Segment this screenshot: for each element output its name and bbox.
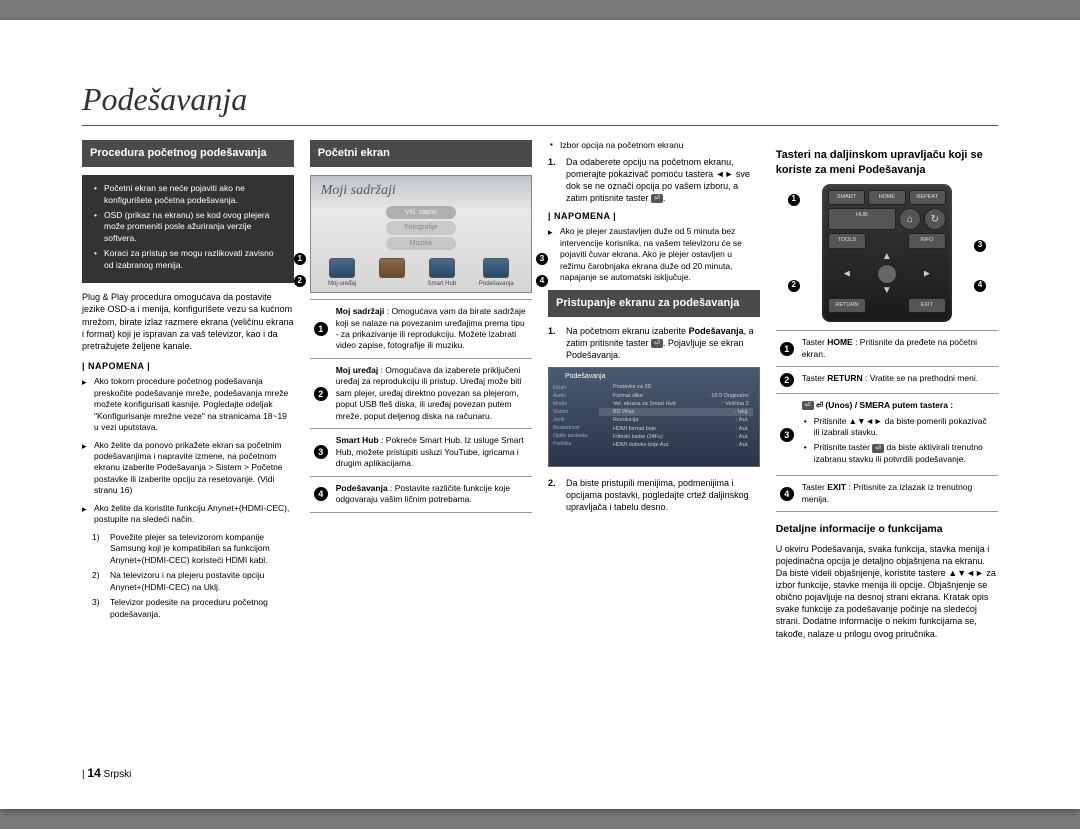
callout-1: 1	[294, 253, 306, 265]
table-row: 3 ⏎ ⏎ (Unos) / SMERA putem tastera : Pri…	[776, 394, 998, 476]
step-item: 1.Da odaberete opciju na početnom ekranu…	[548, 156, 760, 205]
note-bullet: Ako želite da ponovo prikažete ekran sa …	[82, 440, 294, 497]
remote-heading: Tasteri na daljinskom upravljaču koji se…	[776, 148, 998, 178]
remote-illustration: SMART HOME REPEAT HUB ⌂ ↻ TOOLS INFO	[822, 184, 952, 322]
note-item: Početni ekran se neće pojaviti ako ne ko…	[92, 183, 284, 206]
callout-3: 3	[974, 240, 986, 252]
ss-title: Moji sadržaji	[311, 176, 531, 207]
dark-note-box: Početni ekran se neće pojaviti ako ne ko…	[82, 175, 294, 283]
repeat-icon: ↻	[924, 208, 946, 230]
section-header-home: Početni ekran	[310, 140, 532, 167]
detail-heading: Detaljne informacije o funkcijama	[776, 522, 998, 536]
section-header-procedure: Procedura početnog podešavanja	[82, 140, 294, 167]
remote-desc-table: 1Taster HOME : Pritisnite da pređete na …	[776, 330, 998, 512]
paragraph: U okviru Podešavanja, svaka funkcija, st…	[776, 543, 998, 640]
note-bullet: Ako je plejer zaustavljen duže od 5 minu…	[548, 226, 760, 283]
callout-4: 4	[536, 275, 548, 287]
table-row: 2Moj uređaj : Omogućava da izaberete pri…	[310, 358, 532, 428]
note-bullet: Ako tokom procedure početnog podešavanja…	[82, 376, 294, 433]
paragraph: Plug & Play procedura omogućava da posta…	[82, 291, 294, 352]
table-row: 2Taster RETURN : Vratite se na prethodni…	[776, 367, 998, 394]
ss-center-menu: Vid. zapisi Fotografije Muzika	[386, 204, 456, 252]
callout-2: 2	[788, 280, 800, 292]
note-item: Koraci za pristup se mogu razlikovati za…	[92, 248, 284, 271]
home-screenshot: Moji sadržaji Vid. zapisi Fotografije Mu…	[310, 175, 532, 293]
column-3: Izbor opcija na početnom ekranu 1.Da oda…	[548, 140, 760, 647]
callout-1: 1	[788, 194, 800, 206]
napomena-label: | NAPOMENA |	[82, 360, 294, 372]
title-rule	[82, 125, 998, 126]
step-item: 1)Povežite plejer sa televizorom kompani…	[92, 532, 294, 566]
enter-button	[877, 264, 897, 284]
enter-icon: ⏎	[651, 339, 663, 348]
note-bullet: Ako želite da koristite funkciju Anynet+…	[82, 503, 294, 526]
home-icon: ⌂	[899, 208, 921, 230]
column-1: Procedura početnog podešavanja Početni e…	[82, 140, 294, 647]
section-header-access: Pristupanje ekranu za podešavanja	[548, 290, 760, 317]
step-item: 2.Da biste pristupili menijima, podmenij…	[548, 477, 760, 513]
bullet: Pritisnite taster ⏎ da biste aktivirali …	[802, 442, 994, 465]
page-title: Podešavanja	[82, 78, 998, 121]
table-row: 3Smart Hub : Pokreće Smart Hub. Iz uslug…	[310, 429, 532, 476]
column-4: Tasteri na daljinskom upravljaču koji se…	[776, 140, 998, 647]
note-item: OSD (prikaz na ekranu) se kod ovog pleje…	[92, 210, 284, 244]
step-item: 1. Na početnom ekranu izaberite Podešava…	[548, 325, 760, 361]
table-row: 1Taster HOME : Pritisnite da pređete na …	[776, 331, 998, 367]
home-desc-table: 1Moj sadržaji : Omogućava vam da birate …	[310, 299, 532, 513]
step-item: 3)Televizor podesite na proceduru početn…	[92, 597, 294, 620]
callout-3: 3	[536, 253, 548, 265]
enter-icon: ⏎	[802, 401, 814, 410]
bullet: Pritisnite ▲▼◄► da biste pomerili pokazi…	[802, 416, 994, 439]
column-2: Početni ekran Moji sadržaji Vid. zapisi …	[310, 140, 532, 647]
manual-page: Podešavanja Procedura početnog podešavan…	[0, 20, 1080, 809]
callout-2: 2	[294, 275, 306, 287]
settings-screenshot: Podešavanja EkranAudioMrežaSistem JezikB…	[548, 367, 760, 467]
sq-item: Izbor opcija na početnom ekranu	[548, 140, 760, 151]
callout-4: 4	[974, 280, 986, 292]
enter-icon: ⏎	[651, 194, 663, 203]
enter-icon: ⏎	[872, 444, 884, 453]
step-item: 2)Na televizoru i na plejeru postavite o…	[92, 570, 294, 593]
table-row: 4Taster EXIT : Pritisnite za izlazak iz …	[776, 476, 998, 512]
napomena-label: | NAPOMENA |	[548, 210, 760, 222]
table-row: 1Moj sadržaji : Omogućava vam da birate …	[310, 300, 532, 359]
columns: Procedura početnog podešavanja Početni e…	[82, 140, 998, 647]
page-footer: | 14 Srpski	[82, 765, 131, 782]
table-row: 4Podešavanja : Postavite različite funkc…	[310, 476, 532, 512]
